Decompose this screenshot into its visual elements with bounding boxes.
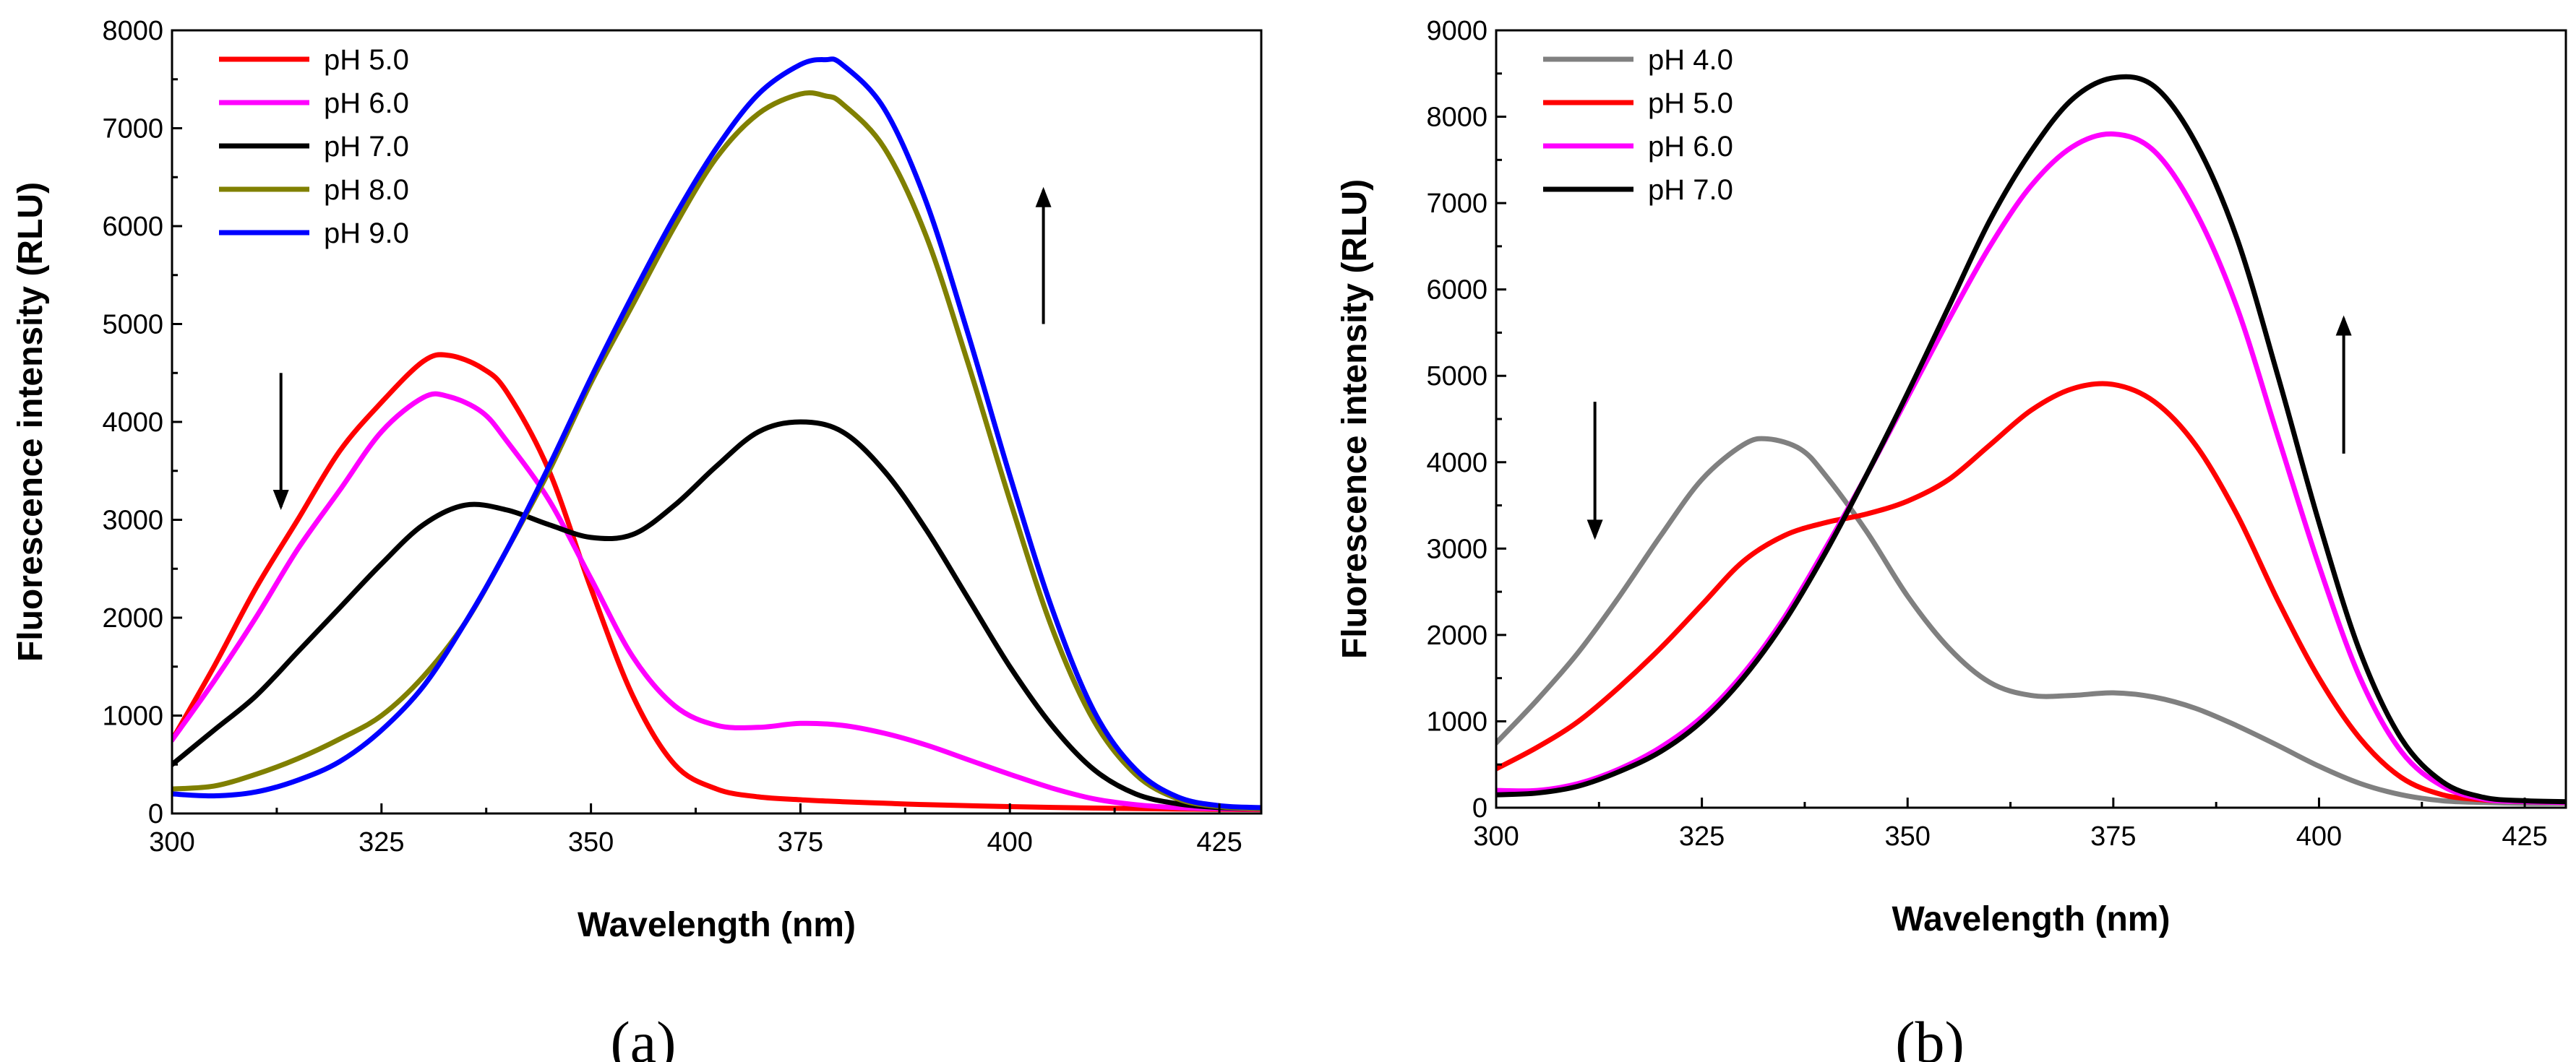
x-tick-label: 425 [1196, 827, 1242, 858]
y-tick-label: 9000 [1426, 16, 1487, 46]
x-tick-label: 375 [2090, 821, 2136, 852]
legend-label: pH 9.0 [324, 217, 409, 249]
series-group [1496, 74, 2566, 806]
y-tick-label: 2000 [1426, 621, 1487, 651]
y-tick-label: 0 [1472, 793, 1487, 824]
series-group [172, 56, 1261, 813]
arrow-head-up [1035, 186, 1052, 207]
legend-label: pH 6.0 [1648, 131, 1733, 163]
legend-label: pH 8.0 [324, 174, 409, 206]
series-line-ph-8-0 [172, 90, 1261, 811]
chart-panel-a: 300 325 350 375 400 425 0 1000 2000 3000 4000 5000 6… [12, 16, 1263, 1062]
y-tick-label: 6000 [1426, 275, 1487, 306]
x-tick-label: 300 [1473, 821, 1519, 852]
x-tick-label: 425 [2502, 821, 2547, 852]
y-tick-label: 8000 [102, 16, 163, 46]
series-line-ph-7-0 [1496, 74, 2566, 805]
x-tick-label: 375 [778, 827, 823, 858]
y-tick-label: 0 [148, 799, 163, 829]
y-tick-label: 6000 [102, 212, 163, 242]
series-line-ph-6-0 [1496, 131, 2566, 806]
y-tick-label: 3000 [1426, 534, 1487, 564]
series-line-ph-5-0 [172, 352, 1261, 813]
y-tick-label: 1000 [102, 701, 163, 732]
x-tick-label: 300 [149, 827, 194, 858]
legend-label: pH 5.0 [324, 44, 409, 76]
series-line-ph-7-0 [172, 419, 1261, 811]
y-tick-label: 7000 [102, 114, 163, 144]
y-tick-label: 4000 [102, 407, 163, 438]
series-line-ph-9-0 [172, 56, 1261, 811]
x-tick-label: 325 [1679, 821, 1725, 852]
arrow-head-down [272, 489, 289, 510]
x-tick-label: 350 [1885, 821, 1931, 852]
legend: pH 5.0 pH 6.0 pH 7.0 pH 8.0 pH 9.0 [219, 44, 409, 249]
legend-label: pH 7.0 [324, 131, 409, 163]
panel-label: (b) [1895, 1009, 1965, 1062]
series-line-ph-5-0 [1496, 381, 2566, 806]
series-line-ph-4-0 [1496, 436, 2566, 806]
y-axis-title: Fluorescence intensity (RLU) [1336, 179, 1374, 659]
legend-label: pH 5.0 [1648, 87, 1733, 119]
chart-panel-b: 300 325 350 375 400 425 0 1000 2000 3000 4000 5000 6… [1336, 16, 2567, 1062]
series-line-ph-6-0 [172, 391, 1261, 812]
x-tick-label: 325 [359, 827, 404, 858]
x-axis-title: Wavelength (nm) [1892, 900, 2171, 938]
x-tick-label: 350 [568, 827, 614, 858]
y-tick-label: 8000 [1426, 103, 1487, 133]
panel-label: (a) [610, 1009, 676, 1062]
x-tick-label: 400 [987, 827, 1033, 858]
y-axis-title: Fluorescence intensity (RLU) [12, 182, 50, 662]
x-axis-title: Wavelength (nm) [578, 906, 856, 944]
y-tick-label: 2000 [102, 603, 163, 634]
legend-label: pH 6.0 [324, 87, 409, 119]
y-tick-label: 3000 [102, 506, 163, 536]
legend-label: pH 4.0 [1648, 44, 1733, 76]
y-tick-label: 5000 [102, 310, 163, 340]
arrow-head-down [1587, 519, 1603, 540]
y-tick-label: 7000 [1426, 189, 1487, 219]
arrow-head-up [2335, 315, 2352, 336]
y-tick-label: 1000 [1426, 707, 1487, 737]
y-tick-label: 4000 [1426, 448, 1487, 478]
legend: pH 4.0 pH 5.0 pH 6.0 pH 7.0 [1543, 44, 1733, 206]
legend-label: pH 7.0 [1648, 174, 1733, 206]
x-tick-label: 400 [2296, 821, 2342, 852]
y-tick-label: 5000 [1426, 361, 1487, 392]
